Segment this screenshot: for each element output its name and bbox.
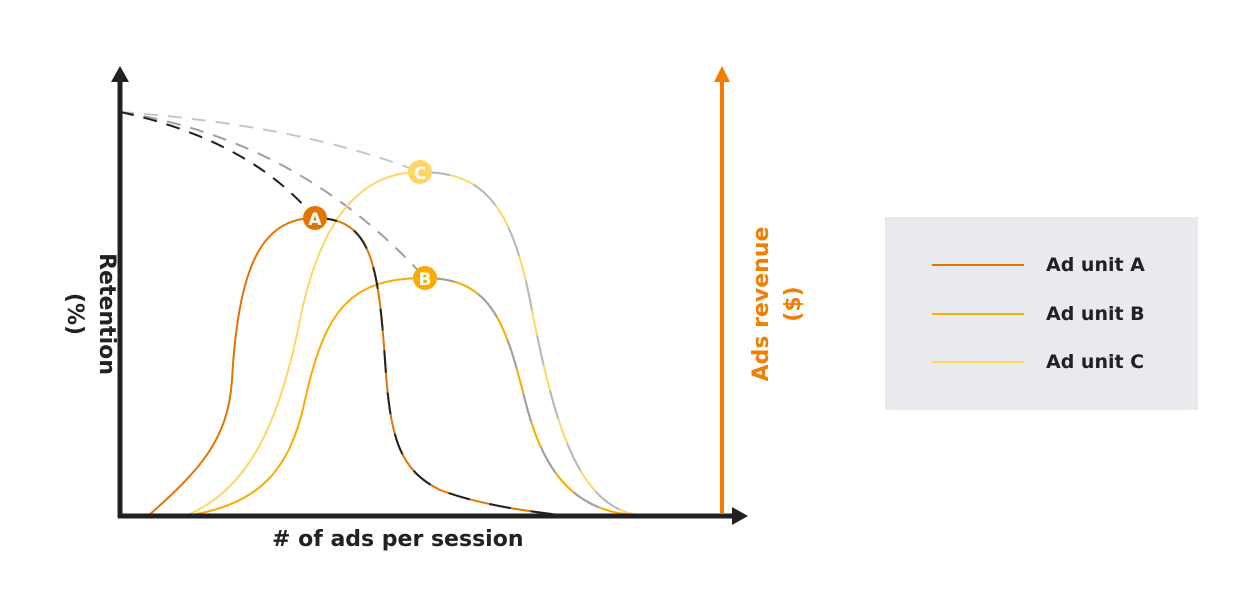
legend-label: Ad unit B — [1046, 303, 1145, 325]
legend-item-b: Ad unit B — [932, 299, 1145, 329]
legend-swatch — [932, 264, 1024, 266]
x-axis-label: # of ads per session — [272, 527, 524, 552]
marker-a: A — [303, 206, 327, 230]
y-right-axis-label: Ads revenue ($) — [746, 204, 810, 404]
retention-curve-c — [119, 111, 421, 173]
legend: Ad unit A Ad unit B Ad unit C — [885, 217, 1198, 410]
y-axis-arrow-icon — [111, 66, 129, 82]
svg-text:B: B — [419, 270, 432, 290]
y-left-label-line2: (%) — [62, 292, 87, 336]
svg-text:C: C — [414, 164, 426, 184]
x-axis-arrow-icon — [732, 507, 748, 525]
retention-curve-b — [119, 111, 426, 279]
legend-item-a: Ad unit A — [932, 250, 1145, 280]
legend-item-c: Ad unit C — [932, 347, 1144, 377]
y-right-label-line1: Ads revenue — [749, 226, 774, 382]
revenue-curve-a — [147, 216, 571, 517]
marker-b: B — [413, 266, 437, 290]
marker-c: C — [408, 160, 432, 184]
y-left-axis-label: Retention (%) — [58, 214, 122, 414]
revenue-curve-c — [184, 170, 651, 517]
revenue-curve-b — [184, 276, 651, 517]
y-right-label-line2: ($) — [781, 286, 806, 322]
legend-label: Ad unit A — [1046, 254, 1145, 276]
svg-text:A: A — [308, 210, 322, 230]
revenue-axis-arrow-icon — [714, 66, 730, 82]
y-left-label-line1: Retention — [94, 253, 119, 375]
legend-swatch — [932, 361, 1024, 363]
legend-label: Ad unit C — [1046, 351, 1145, 373]
legend-swatch — [932, 313, 1024, 315]
retention-curve-a — [119, 111, 316, 219]
retention-overlay-c — [419, 171, 651, 517]
retention-overlay-a — [314, 217, 571, 517]
retention-overlay-b — [424, 277, 651, 517]
